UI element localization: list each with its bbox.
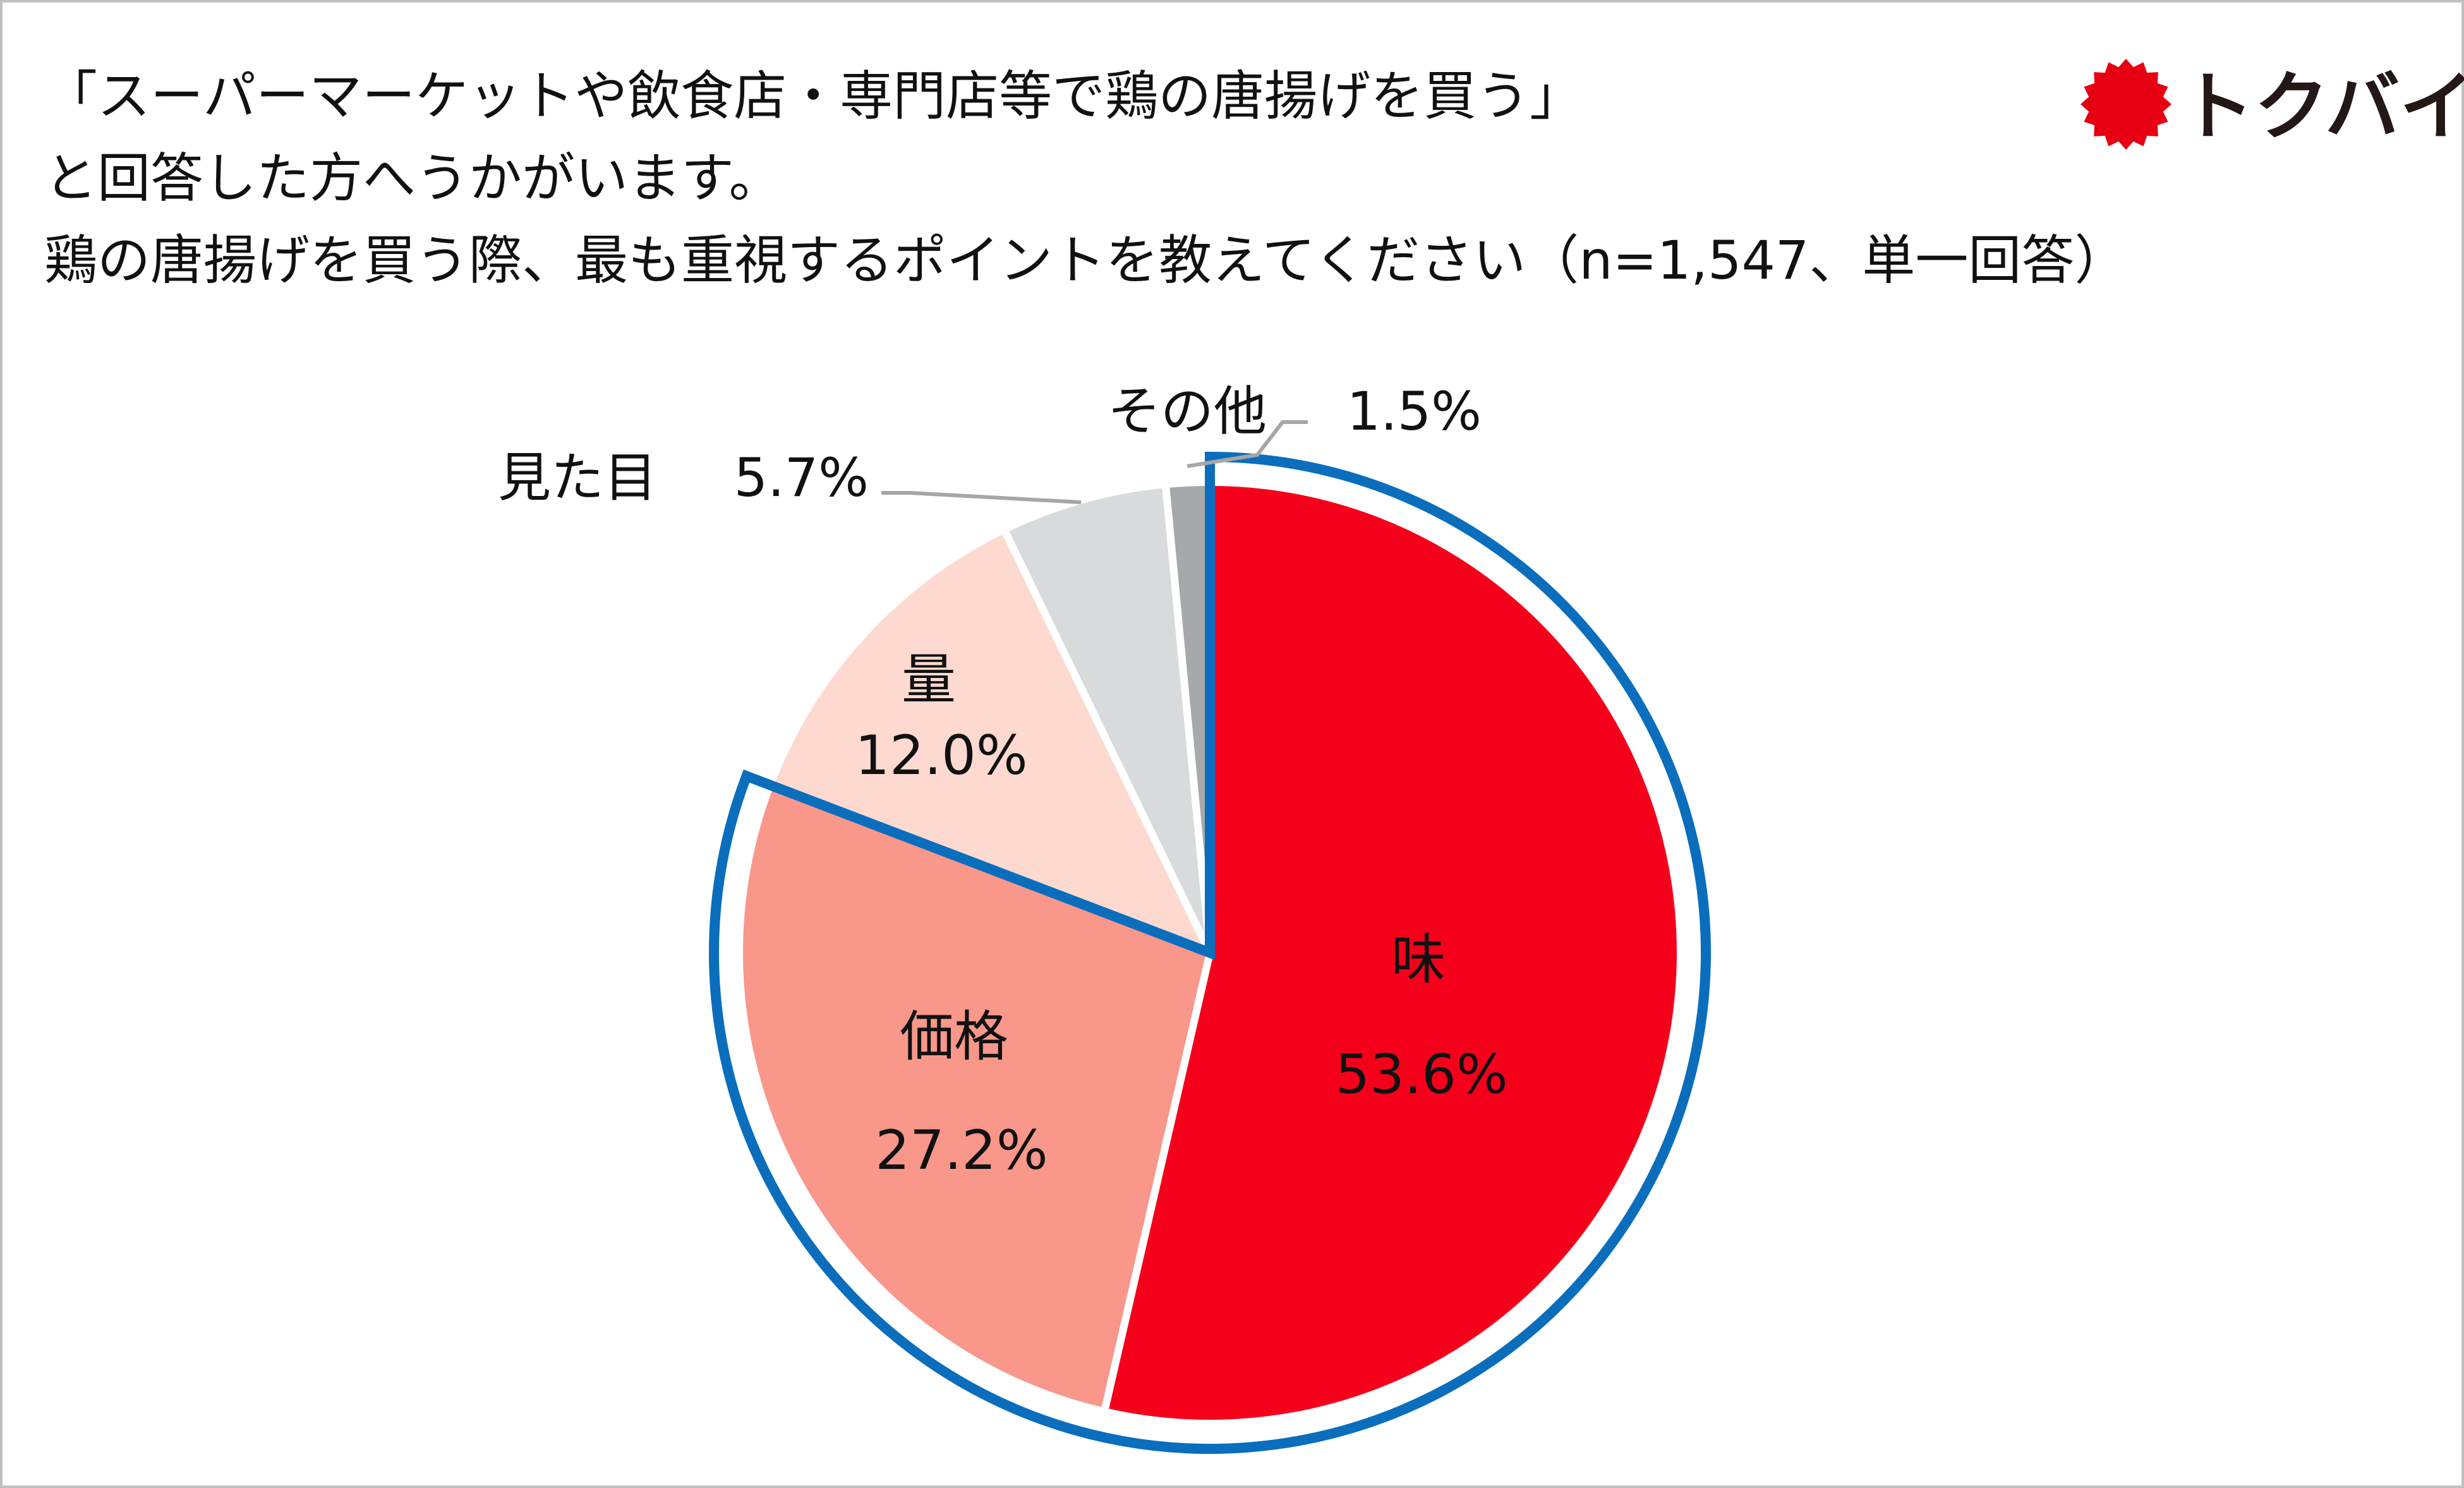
slice-value-taste: 53.6% (1335, 1043, 1507, 1106)
slice-value-other: 1.5% (1347, 380, 1482, 442)
slice-appearance (1000, 480, 1214, 957)
slice-label-price: 価格 (900, 1005, 1008, 1068)
slice-label-other: その他 (1108, 380, 1267, 442)
slice-label-appearance: 見た目 (498, 447, 657, 509)
leader-lines (881, 420, 1308, 504)
slice-label-taste: 味 (1391, 928, 1446, 991)
title-line-3: 鶏の唐揚げを買う際、最も重視するポイントを教えてください（n=1,547、単一回… (44, 229, 2128, 291)
slice-taste (1100, 478, 1684, 1427)
slice-value-appearance: 5.7% (734, 447, 869, 509)
slice-value-amount: 12.0% (855, 724, 1027, 787)
slice-price (735, 781, 1214, 1416)
logo-burst-shape (2081, 59, 2171, 150)
highlight-outline (709, 451, 1711, 1454)
pie-slices (735, 478, 1684, 1427)
title-line-1: 「スーパーマーケットや飲食店・専門店等で鶏の唐揚げを買う」 (44, 65, 1583, 127)
slice-label-amount: 量 (902, 648, 956, 711)
slice-amount (766, 525, 1214, 957)
slice-value-price: 27.2% (875, 1119, 1048, 1182)
tokubai-logo: トクバイ (2079, 44, 2464, 164)
leader-line-appearance (881, 491, 1082, 504)
sun-burst-icon (2081, 59, 2171, 150)
logo-text: トクバイ (2180, 63, 2464, 150)
title-line-2: と回答した方へうかがいます。 (44, 147, 782, 209)
leader-line-other (1187, 420, 1308, 468)
